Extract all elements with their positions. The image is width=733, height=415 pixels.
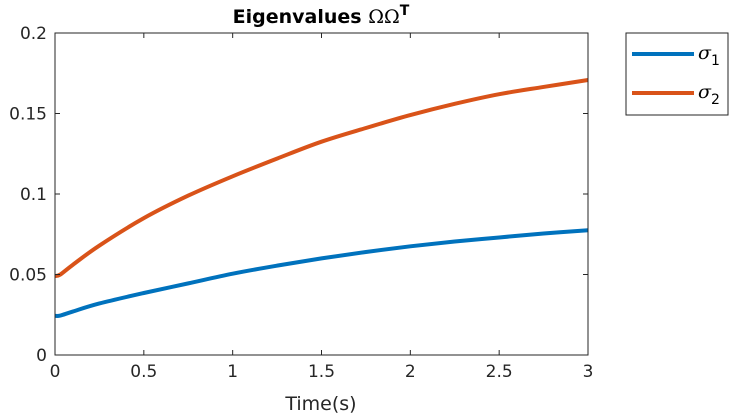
legend-label-sigma-2-subscript: 2 xyxy=(711,92,720,108)
x-tick-label: 2.5 xyxy=(486,362,513,382)
legend-label-sigma-1-subscript: 1 xyxy=(711,53,720,69)
legend-label-sigma-1: σ1 xyxy=(698,42,720,69)
x-tick-label: 1.5 xyxy=(308,362,335,382)
chart-title-superscript: T xyxy=(400,3,410,19)
plot-area xyxy=(55,33,588,355)
series-layer xyxy=(54,78,589,318)
legend: σ1 σ2 xyxy=(625,32,729,116)
series-line-sigma-2 xyxy=(54,78,589,279)
ticks-layer: 0 0.5 1 1.5 2 2.5 3 0 0.05 0.1 0.15 0.2 xyxy=(9,24,593,382)
legend-box xyxy=(625,32,729,116)
legend-label-sigma-1-symbol: σ xyxy=(698,42,712,64)
x-tick-label: 0.5 xyxy=(130,362,157,382)
chart-title-text: Eigenvalues xyxy=(233,6,362,28)
x-tick-label: 3 xyxy=(583,362,594,382)
x-tick-label: 2 xyxy=(405,362,416,382)
x-tick-label: 0 xyxy=(50,362,61,382)
y-tick-label: 0.05 xyxy=(9,266,47,286)
y-tick-label: 0 xyxy=(36,346,47,366)
chart-title-math: ΩΩ xyxy=(368,6,400,28)
legend-label-sigma-2-symbol: σ xyxy=(698,81,712,103)
series-line-sigma-1 xyxy=(54,228,589,318)
legend-label-sigma-2: σ2 xyxy=(698,81,720,108)
x-tick-label: 1 xyxy=(227,362,238,382)
x-axis-label: Time(s) xyxy=(284,393,356,415)
chart-title: Eigenvalues ΩΩT xyxy=(233,3,410,28)
y-tick-label: 0.1 xyxy=(20,185,47,205)
y-tick-label: 0.2 xyxy=(20,24,47,44)
y-tick-label: 0.15 xyxy=(9,105,47,125)
